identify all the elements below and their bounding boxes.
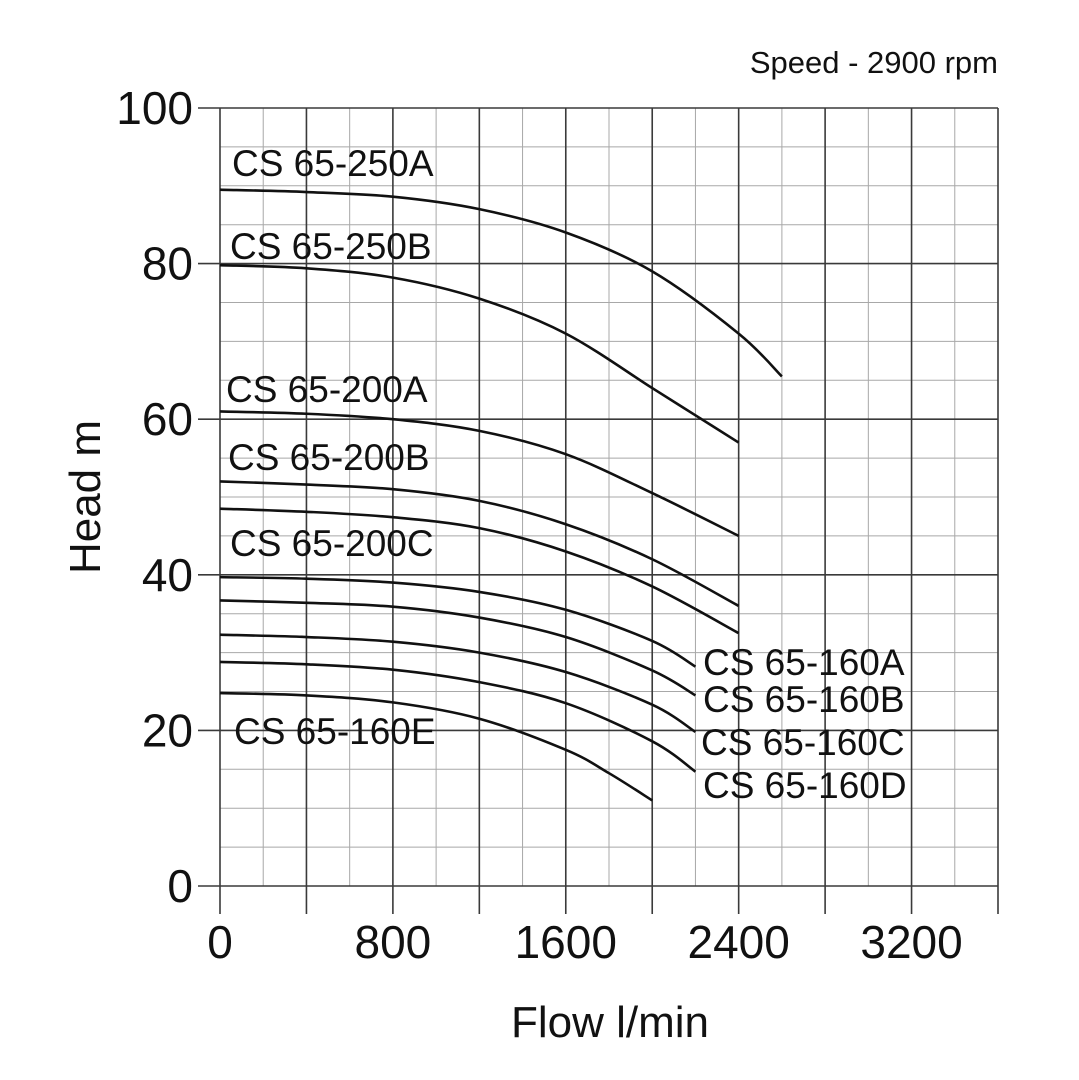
x-axis-label: Flow l/min bbox=[511, 998, 709, 1047]
x-tick-label: 0 bbox=[207, 916, 233, 968]
y-tick-label: 60 bbox=[142, 393, 193, 445]
series-labels: CS 65-250A CS 65-250B CS 65-200A CS 65-200B… bbox=[226, 143, 907, 806]
y-axis-ticks: 0 20 40 60 80 100 bbox=[116, 82, 193, 912]
series-line bbox=[219, 691, 653, 802]
series-label: CS 65-200B bbox=[228, 437, 430, 478]
y-tick-label: 20 bbox=[142, 704, 193, 756]
y-axis-label: Head m bbox=[61, 420, 110, 574]
series-label: CS 65-160E bbox=[234, 711, 436, 752]
series-label: CS 65-160B bbox=[703, 679, 905, 720]
series-line bbox=[219, 188, 783, 378]
series-line bbox=[219, 410, 740, 538]
x-tick-label: 3200 bbox=[860, 916, 962, 968]
series-label: CS 65-200A bbox=[226, 369, 428, 410]
x-axis-ticks: 0 800 1600 2400 3200 bbox=[207, 916, 963, 968]
series-label: CS 65-160C bbox=[701, 722, 905, 763]
chart-subtitle: Speed - 2900 rpm bbox=[750, 45, 998, 80]
series-label: CS 65-160D bbox=[703, 765, 907, 806]
x-tick-label: 2400 bbox=[687, 916, 789, 968]
series-line bbox=[219, 599, 697, 697]
series-line bbox=[219, 633, 697, 734]
y-tick-label: 0 bbox=[167, 860, 193, 912]
y-tick-label: 40 bbox=[142, 549, 193, 601]
series-label: CS 65-250A bbox=[232, 143, 434, 184]
y-tick-label: 80 bbox=[142, 238, 193, 290]
series-line bbox=[219, 263, 740, 444]
series-label: CS 65-160A bbox=[703, 642, 905, 683]
series-line bbox=[219, 660, 697, 773]
series-label: CS 65-250B bbox=[230, 226, 432, 267]
series-lines bbox=[219, 188, 783, 802]
series-label: CS 65-200C bbox=[230, 523, 434, 564]
series-line bbox=[219, 480, 740, 608]
major-grid bbox=[198, 107, 999, 914]
y-tick-label: 100 bbox=[116, 82, 193, 134]
series-line bbox=[219, 575, 697, 668]
series-line bbox=[219, 507, 740, 635]
x-tick-label: 800 bbox=[355, 916, 432, 968]
x-tick-label: 1600 bbox=[515, 916, 617, 968]
